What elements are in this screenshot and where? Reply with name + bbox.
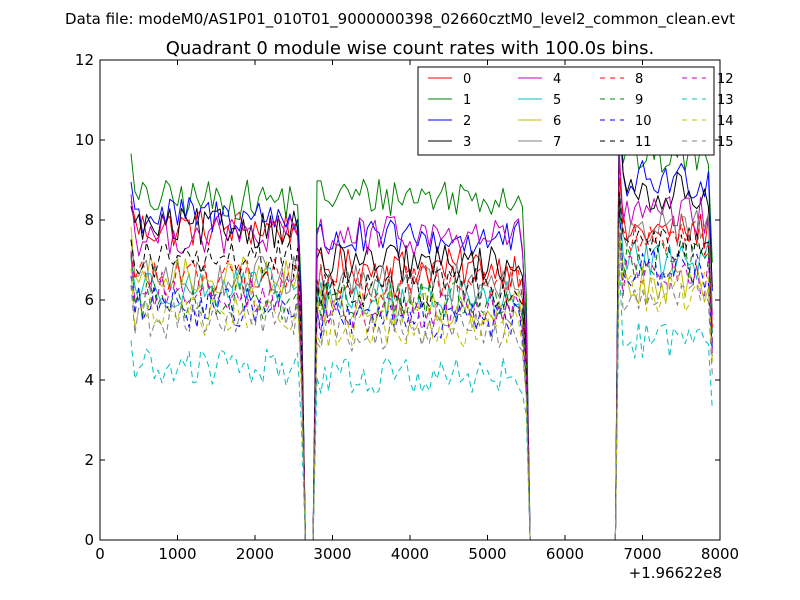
y-tick-label: 10: [75, 131, 94, 149]
x-tick-label: 1000: [158, 545, 196, 563]
series-line-13: [130, 263, 713, 541]
y-tick-label: 0: [84, 531, 94, 549]
series-line-1: [130, 108, 713, 541]
series-line-9: [130, 193, 713, 541]
series-line-3: [130, 119, 713, 541]
series-line-10: [130, 208, 713, 541]
y-tick-label: 8: [84, 211, 94, 229]
x-tick-label: 4000: [391, 545, 429, 563]
series-line-4: [130, 151, 713, 541]
series-line-2: [130, 100, 713, 541]
x-tick-label: 7000: [623, 545, 661, 563]
legend-label-12: 12: [717, 72, 734, 87]
x-tick-label: 5000: [468, 545, 506, 563]
legend-label-14: 14: [717, 114, 734, 129]
y-tick-label: 4: [84, 371, 94, 389]
series-line-11: [130, 192, 713, 541]
legend-label-2: 2: [463, 114, 471, 129]
y-tick-label: 6: [84, 291, 94, 309]
legend-label-6: 6: [553, 114, 561, 129]
legend-label-7: 7: [553, 135, 561, 150]
legend-box: [417, 66, 715, 156]
x-offset-label: +1.96622e8: [629, 564, 722, 582]
legend-label-1: 1: [463, 93, 471, 108]
x-tick-label: 3000: [313, 545, 351, 563]
legend-label-3: 3: [463, 135, 471, 150]
series-line-6: [130, 226, 713, 541]
legend-label-8: 8: [635, 72, 643, 87]
series-line-8: [130, 161, 713, 541]
x-tick-label: 8000: [701, 545, 739, 563]
x-tick-label: 6000: [546, 545, 584, 563]
series-line-7: [130, 186, 713, 541]
y-tick-label: 12: [75, 51, 94, 69]
series-line-15: [130, 230, 713, 541]
legend-label-15: 15: [717, 135, 734, 150]
legend-label-0: 0: [463, 72, 471, 87]
x-tick-label: 0: [95, 545, 105, 563]
legend-label-10: 10: [635, 114, 652, 129]
legend-label-11: 11: [635, 135, 652, 150]
chart-title: Quadrant 0 module wise count rates with …: [166, 38, 655, 59]
legend-label-13: 13: [717, 93, 734, 108]
x-tick-label: 2000: [236, 545, 274, 563]
legend-label-5: 5: [553, 93, 561, 108]
chart-suptitle: Data file: modeM0/AS1P01_010T01_90000003…: [65, 10, 735, 29]
legend-label-9: 9: [635, 93, 643, 108]
series-line-12: [130, 231, 713, 541]
series-line-14: [130, 223, 713, 541]
y-tick-label: 2: [84, 451, 94, 469]
legend-label-4: 4: [553, 72, 561, 87]
